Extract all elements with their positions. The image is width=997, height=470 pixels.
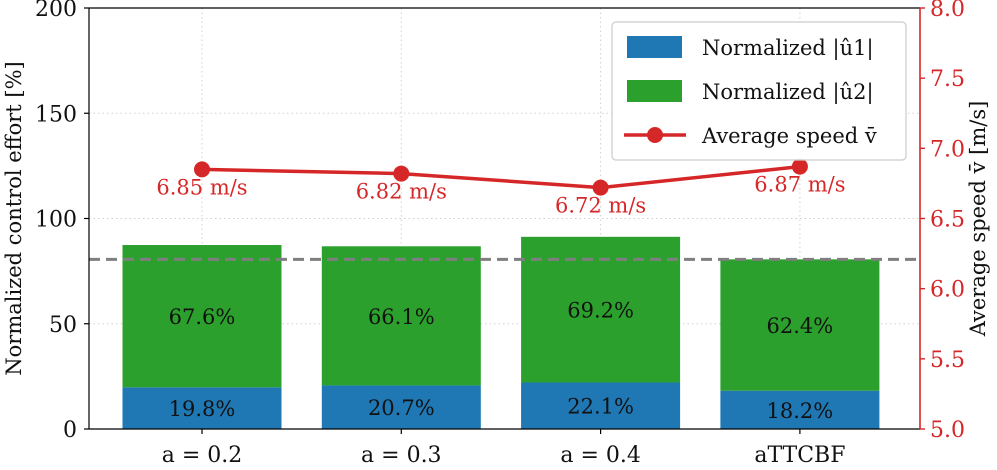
bar-u2-label: 67.6% (169, 305, 236, 329)
legend-label: Normalized |û1| (702, 36, 874, 61)
grid-lines (89, 8, 920, 429)
speed-label: 6.87 m/s (754, 173, 845, 197)
speed-label: 6.82 m/s (356, 180, 447, 204)
bar-u1 (720, 390, 880, 429)
y2-tick-label: 6.0 (930, 278, 965, 303)
y-tick-label: 50 (49, 313, 77, 338)
legend-swatch (627, 36, 682, 58)
y2-tick-label: 8.0 (930, 0, 965, 22)
x-tick-label: a = 0.4 (560, 443, 641, 468)
legend: Normalized |û1| Normalized |û2| Average sp… (611, 21, 907, 161)
speed-point (194, 161, 210, 178)
legend-swatch (627, 80, 682, 102)
y-tick-label: 0 (63, 418, 77, 443)
speed-point (592, 179, 609, 196)
bar-u1 (321, 385, 481, 429)
y2-tick-label: 5.5 (930, 348, 965, 373)
bar-u1-label: 19.8% (169, 397, 236, 421)
speed-point (791, 158, 808, 175)
x-tick-label: a = 0.2 (162, 443, 243, 468)
bar-u1-label: 18.2% (767, 399, 834, 423)
speed-line: 6.85 m/s 6.82 m/s 6.72 m/s 6.87 m/s (156, 158, 846, 218)
y-tick-label: 150 (35, 102, 77, 127)
legend-label: Average speed v̄ (701, 124, 877, 148)
legend-marker (647, 127, 663, 143)
legend-box (611, 21, 907, 161)
speed-label: 6.72 m/s (555, 194, 646, 218)
bar-u1-label: 22.1% (567, 395, 634, 419)
bar-u2 (122, 245, 282, 388)
y2-tick-label: 7.5 (930, 67, 965, 92)
bar-u1-label: 20.7% (368, 396, 435, 420)
bar-u2-label: 62.4% (767, 314, 834, 338)
y-tick-label: 100 (35, 208, 77, 233)
bar-u2 (720, 259, 880, 391)
y2-tick-label: 6.5 (930, 208, 965, 233)
bar-u2-label: 69.2% (567, 299, 634, 323)
bar-u2 (321, 246, 481, 386)
legend-label: Normalized |û2| (702, 80, 874, 105)
y2-tick-label: 7.0 (930, 137, 965, 162)
bar-u1 (122, 387, 282, 429)
speed-point (393, 165, 410, 182)
y2-tick-label: 5.0 (930, 418, 965, 443)
y-axis-label: Normalized control effort [%] (2, 61, 26, 375)
bar-u2 (521, 236, 681, 383)
bar-u1 (521, 382, 681, 429)
speed-polyline (201, 164, 801, 190)
bars: 19.8% 67.6% 20.7% 66.1% 22.1% 69.2% 18.2% 62.4% (122, 236, 880, 429)
x-tick-label: a = 0.3 (361, 443, 442, 468)
x-tick-label: aTTCBF (754, 443, 845, 468)
y2-axis-label: Average speed v̄ [m/s] (966, 101, 990, 338)
speed-label: 6.85 m/s (156, 175, 247, 199)
y-tick-label: 200 (35, 0, 77, 22)
bar-u2-label: 66.1% (368, 305, 435, 329)
